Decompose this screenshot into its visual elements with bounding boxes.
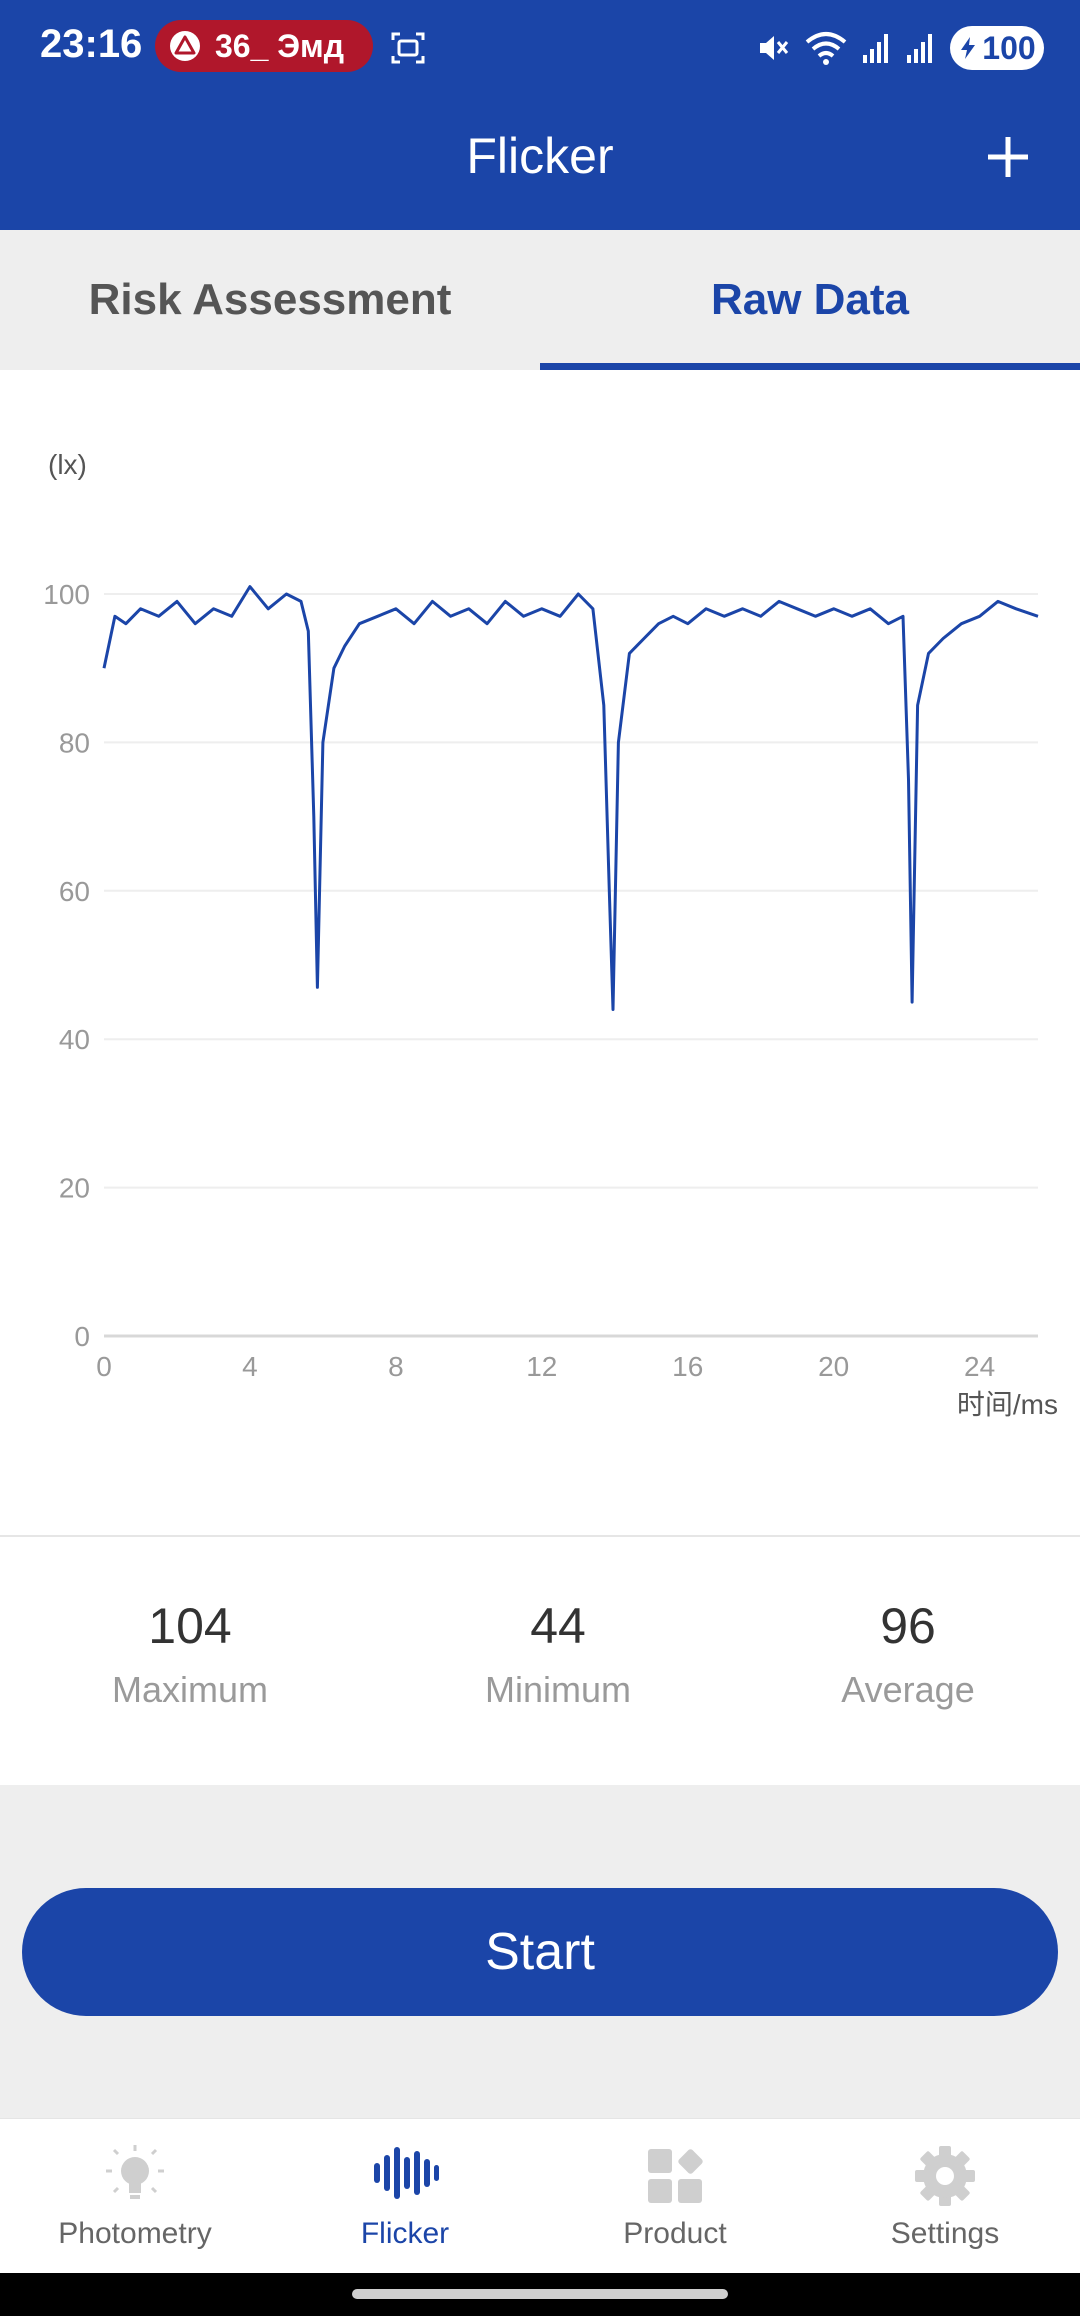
nav-settings-label: Settings: [890, 2217, 1000, 2250]
x-tick-label: 20: [818, 1351, 849, 1382]
y-tick-label: 40: [59, 1024, 90, 1055]
stat-minimum-label: Minimum: [484, 1669, 631, 1710]
stat-average-label: Average: [841, 1669, 975, 1710]
system-nav-bar: [0, 2273, 1080, 2316]
y-tick-label: 60: [59, 876, 90, 907]
home-indicator[interactable]: [352, 2289, 728, 2299]
bottom-nav: Photometry Flicker Product: [0, 2118, 1080, 2274]
stat-maximum-label: Maximum: [111, 1669, 268, 1710]
y-tick-label: 20: [59, 1173, 90, 1204]
y-tick-label: 100: [43, 579, 90, 610]
signal-icon-2: [907, 34, 932, 63]
tab-risk-assessment[interactable]: Risk Assessment: [88, 275, 452, 324]
y-tick-label: 80: [59, 727, 90, 758]
status-icons: 100: [756, 22, 1044, 74]
nav-photometry-label: Photometry: [58, 2217, 212, 2250]
tab-bar: Risk Assessment Raw Data: [0, 230, 1080, 370]
gear-icon: [915, 2146, 975, 2206]
battery-level: 100: [982, 29, 1036, 66]
waveform-icon: [374, 2147, 439, 2199]
x-tick-label: 8: [388, 1351, 404, 1382]
charging-icon: [961, 37, 976, 59]
series-line: [102, 585, 1039, 1011]
screenshot-icon: [391, 32, 425, 64]
tab-raw-data[interactable]: Raw Data: [710, 275, 910, 324]
x-tick-label: 4: [242, 1351, 258, 1382]
bulb-icon: [106, 2145, 164, 2199]
x-tick-label: 0: [96, 1351, 112, 1382]
x-tick-label: 16: [672, 1351, 703, 1382]
wifi-icon: [805, 32, 847, 65]
stat-minimum-value: 44: [530, 1598, 586, 1654]
x-tick-label: 12: [526, 1351, 557, 1382]
mute-icon: [760, 36, 789, 60]
nav-photometry[interactable]: Photometry: [0, 2119, 270, 2274]
divider: [0, 1535, 1080, 1537]
signal-icon-1: [863, 34, 888, 63]
nav-settings[interactable]: Settings: [810, 2119, 1080, 2274]
alert-icon: [170, 31, 200, 61]
chart-area: 0 20 40 60 80 100 0 4 8 12 16 20 24 (lx) 时间/ms: [0, 370, 1080, 1535]
y-tick-label: 0: [74, 1321, 90, 1352]
grid-icon: [648, 2149, 703, 2203]
nav-flicker[interactable]: Flicker: [270, 2119, 540, 2274]
status-bar: 23:16 36_ Эмд 100: [0, 0, 1080, 95]
nav-flicker-label: Flicker: [360, 2217, 450, 2250]
page-title: Flicker: [466, 128, 614, 184]
nav-product[interactable]: Product: [540, 2119, 810, 2274]
x-tick-label: 24: [964, 1351, 995, 1382]
nav-product-label: Product: [623, 2217, 727, 2250]
status-time: 23:16: [40, 22, 143, 66]
start-button[interactable]: Start: [22, 1888, 1058, 2016]
notification-pill[interactable]: 36_ Эмд: [155, 20, 373, 72]
active-tab-indicator: [540, 363, 1080, 370]
plus-icon[interactable]: [978, 127, 1038, 187]
y-axis-unit-label: (lx): [48, 449, 87, 480]
stat-average-value: 96: [880, 1598, 936, 1654]
stat-average: 96 Average: [728, 1597, 1080, 1711]
battery-indicator: 100: [950, 26, 1044, 70]
stat-minimum: 44 Minimum: [378, 1597, 738, 1711]
x-axis-label: 时间/ms: [957, 1389, 1058, 1420]
stat-maximum: 104 Maximum: [10, 1597, 370, 1711]
flicker-line-chart: 0 20 40 60 80 100 0 4 8 12 16 20 24 (lx) 时间/ms: [43, 449, 1058, 1420]
stats-panel: 104 Maximum 44 Minimum 96 Average: [0, 1537, 1080, 1785]
app-bar: Flicker: [0, 95, 1080, 230]
stat-maximum-value: 104: [148, 1598, 232, 1654]
notification-text: 36_ Эмд: [215, 28, 345, 64]
